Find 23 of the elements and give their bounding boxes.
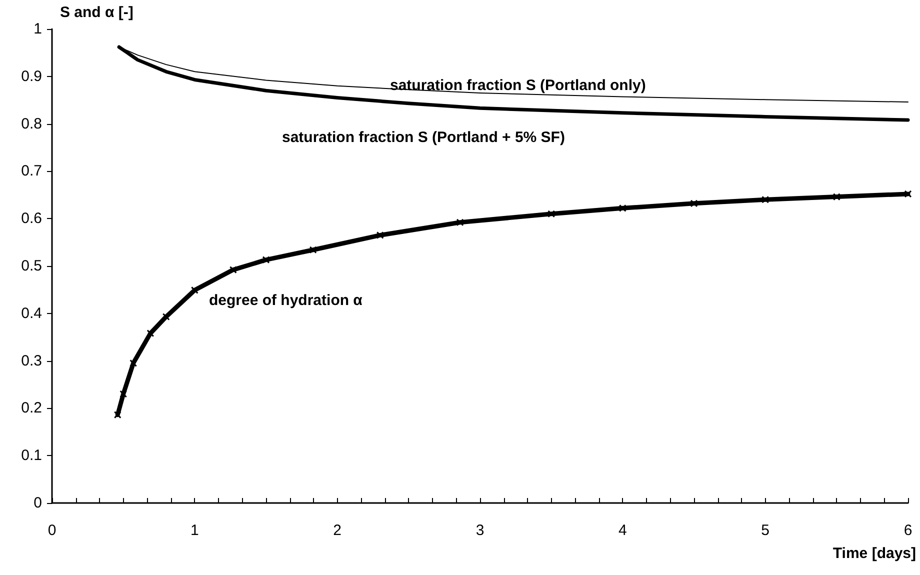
- x-tick-label: 1: [190, 522, 199, 539]
- x-tick-label: 3: [476, 522, 484, 539]
- annotation: saturation fraction S (Portland only): [390, 77, 646, 94]
- x-axis-title: Time [days]: [832, 545, 916, 562]
- y-axis-title: S and α [-]: [60, 4, 134, 21]
- y-tick-label: 0.2: [21, 400, 42, 417]
- x-tick-label: 0: [48, 522, 56, 539]
- y-tick-label: 1: [34, 20, 42, 38]
- annotation: saturation fraction S (Portland + 5% SF): [282, 129, 565, 146]
- x-tick-label: 5: [761, 522, 770, 539]
- y-tick-label: 0.9: [21, 68, 42, 85]
- y-tick-label: 0.4: [21, 304, 42, 322]
- y-tick-label: 0.6: [21, 210, 42, 228]
- x-tick-label: 2: [333, 522, 342, 539]
- y-tick-label: 0.1: [21, 447, 42, 464]
- annotation: degree of hydration α: [209, 292, 364, 309]
- y-tick-label: 0.3: [21, 352, 42, 370]
- x-tick-label: 6: [904, 522, 912, 539]
- y-tick-label: 0.8: [21, 115, 42, 132]
- y-tick-label: 0: [34, 494, 42, 512]
- x-tick-label: 4: [618, 522, 627, 539]
- y-tick-label: 0.7: [21, 162, 42, 180]
- y-tick-label: 0.5: [21, 258, 42, 274]
